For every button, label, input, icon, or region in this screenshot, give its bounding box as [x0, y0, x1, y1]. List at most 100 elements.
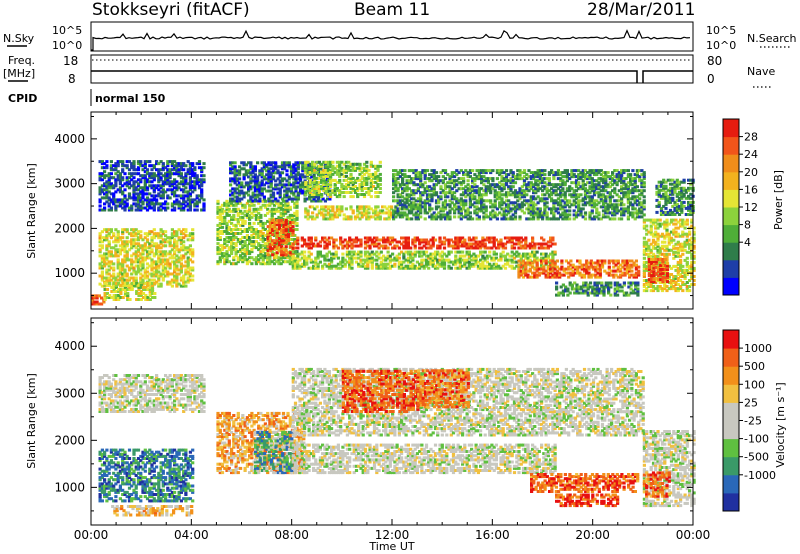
power-cell [310, 199, 314, 203]
power-cell [123, 285, 128, 289]
power-cell [184, 270, 188, 274]
power-cell [121, 192, 125, 196]
power-cell [352, 252, 356, 256]
power-cell [292, 191, 296, 195]
power-cell [126, 288, 130, 291]
power-cell [276, 191, 280, 195]
power-cell [127, 180, 132, 184]
power-cell [218, 225, 222, 229]
power-cell [168, 180, 172, 184]
power-cell [247, 181, 251, 185]
power-cell [241, 236, 245, 239]
power-cell [488, 236, 492, 240]
power-cell [148, 288, 152, 291]
power-cell [400, 262, 404, 266]
power-cell [546, 260, 550, 264]
nsearch-tick-top: 10^5 [706, 24, 736, 37]
power-cell [256, 183, 260, 187]
power-cell [326, 160, 330, 164]
power-cell [404, 250, 408, 254]
power-cell [289, 221, 293, 224]
power-cell [218, 260, 222, 264]
power-cell [234, 228, 238, 231]
power-cell [329, 205, 333, 209]
power-cell [349, 195, 353, 199]
power-cell [191, 164, 195, 168]
power-cell [540, 256, 544, 260]
power-cell [107, 254, 111, 258]
power-cell [275, 260, 279, 264]
power-cell [216, 234, 220, 237]
power-cell [304, 211, 308, 215]
power-cell [123, 290, 128, 293]
power-cell [295, 217, 299, 221]
power-cell [191, 172, 195, 176]
power-cell [245, 262, 249, 266]
power-cell [164, 240, 168, 244]
power-cell [358, 164, 362, 168]
power-cell [524, 238, 528, 242]
power-cell [295, 199, 299, 203]
power-cell [231, 177, 235, 181]
power-cell [404, 244, 408, 248]
power-cell [141, 262, 145, 266]
power-cell [368, 254, 372, 258]
power-cell [100, 260, 104, 264]
power-cell [280, 235, 284, 239]
power-cell [347, 183, 351, 186]
power-cell [139, 272, 143, 276]
power-cell [121, 260, 125, 264]
power-cell [251, 191, 255, 195]
power-cell [155, 198, 159, 202]
power-cell [100, 270, 104, 274]
power-cell [170, 228, 174, 232]
power-cell [310, 175, 314, 179]
power-cell [287, 181, 291, 185]
power-cell [442, 260, 447, 264]
power-cell [358, 183, 362, 186]
power-cell [282, 239, 286, 243]
power-cell [150, 176, 154, 180]
power-cell [234, 209, 238, 213]
power-cell [238, 193, 242, 197]
power-cell [519, 246, 523, 250]
power-cell [116, 170, 120, 174]
power-cell [103, 276, 107, 280]
power-cell [100, 284, 104, 288]
power-cell [515, 236, 519, 240]
power-cell [295, 215, 299, 219]
power-cell [279, 211, 283, 215]
power-cell [354, 238, 359, 242]
power-cell [105, 256, 109, 260]
power-cell [490, 258, 494, 262]
power-cell [466, 179, 470, 183]
power-cell [326, 213, 330, 217]
power-cell [309, 240, 313, 244]
power-cell [262, 167, 266, 171]
power-cell [152, 198, 156, 202]
power-cell [145, 204, 150, 208]
power-cell [132, 166, 136, 170]
power-cell [123, 278, 127, 282]
power-cell [230, 209, 234, 213]
power-cell [139, 280, 143, 284]
power-cell [238, 185, 242, 189]
power-cell [235, 169, 239, 173]
power-cell [197, 194, 202, 198]
power-cell [544, 256, 548, 260]
power-cell [251, 195, 255, 199]
power-cell [458, 240, 462, 244]
power-cell [377, 266, 381, 270]
power-cell [230, 262, 234, 266]
power-cell [372, 244, 377, 248]
power-cell [263, 244, 267, 248]
power-cell [130, 174, 134, 178]
power-cell [186, 208, 190, 212]
power-cell [173, 244, 177, 248]
power-cell [351, 211, 355, 215]
power-cell [118, 180, 122, 184]
power-cell [274, 165, 278, 169]
power-cell [216, 238, 220, 241]
power-cell [98, 264, 102, 268]
power-cell [114, 200, 118, 204]
